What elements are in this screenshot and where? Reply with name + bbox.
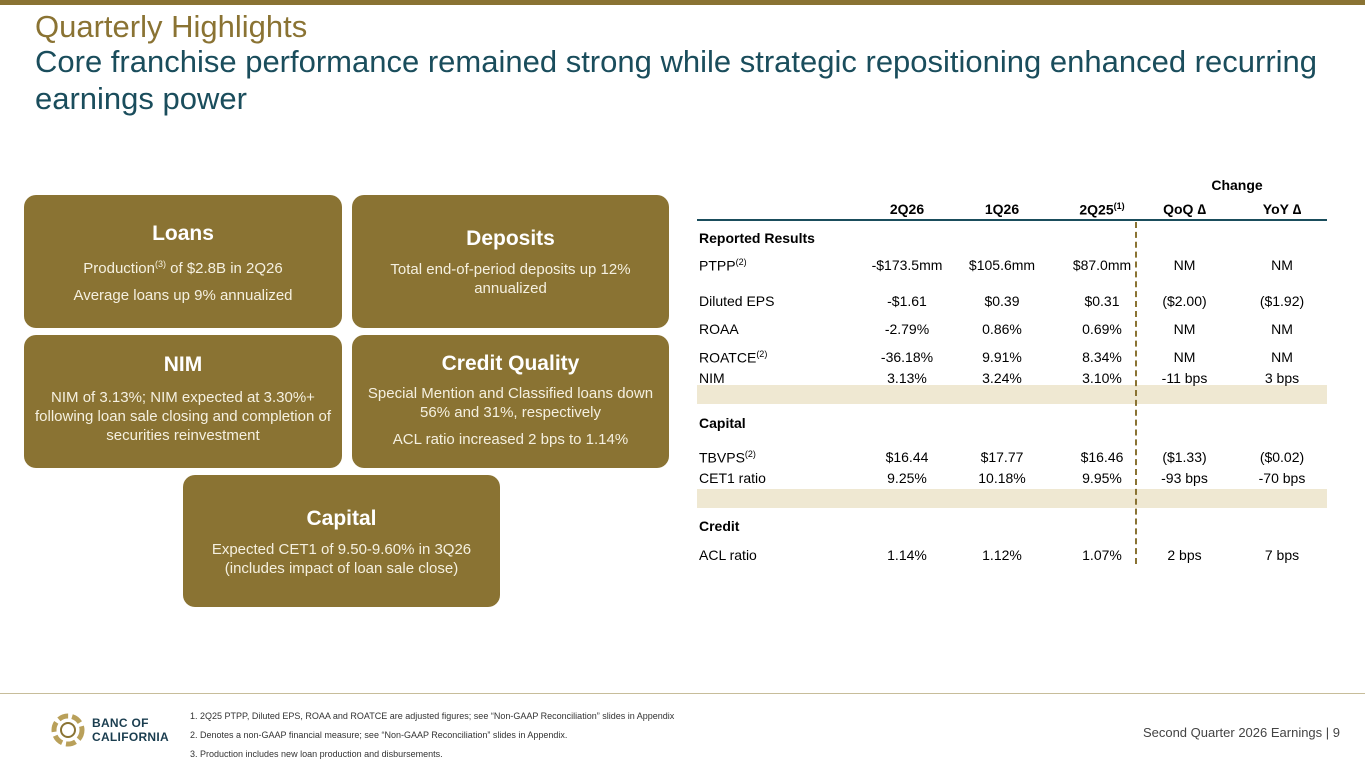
dashed-divider bbox=[1135, 222, 1137, 564]
nim-text: NIM of 3.13%; NIM expected at 3.30%+ fol… bbox=[34, 389, 331, 444]
footnote-3: 3. Production includes new loan producti… bbox=[190, 749, 443, 759]
shaded-spacer-row bbox=[697, 489, 1327, 508]
banc-of-california-logo-icon bbox=[51, 713, 85, 747]
table-cell: 3.24% bbox=[982, 370, 1022, 386]
table-cell: 3.10% bbox=[1082, 370, 1122, 386]
table-cell: $16.44 bbox=[885, 449, 929, 465]
loans-production-label: Production bbox=[83, 260, 155, 277]
section-reported-results: Reported Results bbox=[699, 230, 815, 246]
table-cell: -$1.61 bbox=[887, 293, 927, 309]
capital-heading: Capital bbox=[306, 507, 377, 530]
table-row-label: ACL ratio bbox=[699, 547, 757, 563]
logo-wordmark: BANC OF CALIFORNIA bbox=[92, 716, 169, 744]
table-cell: $17.77 bbox=[980, 449, 1024, 465]
deposits-text: Total end-of-period deposits up 12% annu… bbox=[390, 261, 631, 297]
table-row-label: PTPP(2) bbox=[699, 257, 747, 274]
table-cell: NM bbox=[1271, 321, 1293, 337]
loans-average-text: Average loans up 9% annualized bbox=[73, 287, 293, 304]
table-cell: 7 bps bbox=[1264, 547, 1300, 563]
top-accent-bar bbox=[0, 0, 1365, 5]
loans-heading: Loans bbox=[152, 222, 214, 245]
table-cell: ($0.02) bbox=[1259, 449, 1305, 465]
col-header-2q25: 2Q25(1) bbox=[1052, 201, 1152, 218]
credit-quality-card: Credit Quality Special Mention and Class… bbox=[352, 335, 669, 468]
table-cell: $0.31 bbox=[1084, 293, 1120, 309]
table-cell: 0.69% bbox=[1082, 321, 1122, 337]
page-subtitle: Core franchise performance remained stro… bbox=[35, 44, 1318, 116]
table-cell: 8.34% bbox=[1082, 349, 1122, 365]
logo-line-1: BANC OF bbox=[92, 716, 149, 730]
credit-quality-text: Special Mention and Classified loans dow… bbox=[367, 385, 654, 421]
footer-divider bbox=[0, 693, 1365, 694]
footnote-2: 2. Denotes a non-GAAP financial measure;… bbox=[190, 730, 568, 740]
table-cell: $87.0mm bbox=[1072, 257, 1132, 273]
table-cell: 1.14% bbox=[887, 547, 927, 563]
table-cell: NM bbox=[1173, 349, 1196, 365]
table-cell: 2 bps bbox=[1167, 547, 1202, 563]
table-cell: NM bbox=[1271, 257, 1293, 273]
logo-line-2: CALIFORNIA bbox=[92, 730, 169, 744]
table-cell: -2.79% bbox=[884, 321, 930, 337]
table-cell: 3.13% bbox=[887, 370, 927, 386]
acl-ratio-text: ACL ratio increased 2 bps to 1.14% bbox=[392, 431, 629, 448]
table-cell: ($2.00) bbox=[1162, 293, 1207, 309]
deposits-card: Deposits Total end-of-period deposits up… bbox=[352, 195, 669, 328]
table-cell: 9.25% bbox=[887, 470, 927, 486]
loans-production-text: Production(3) of $2.8B in 2Q26 bbox=[34, 255, 332, 278]
table-cell: -11 bps bbox=[1161, 370, 1208, 386]
table-row-label: ROATCE(2) bbox=[699, 349, 768, 366]
table-cell: 1.07% bbox=[1082, 547, 1122, 563]
table-row-label: Diluted EPS bbox=[699, 293, 775, 309]
table-cell: 1.12% bbox=[982, 547, 1022, 563]
table-row-label: ROAA bbox=[699, 321, 739, 337]
nim-card: NIM NIM of 3.13%; NIM expected at 3.30%+… bbox=[24, 335, 342, 468]
table-cell: $0.39 bbox=[984, 293, 1020, 309]
shaded-spacer-row bbox=[697, 385, 1327, 404]
table-row-label: TBVPS(2) bbox=[699, 449, 756, 466]
table-cell: -93 bps bbox=[1161, 470, 1208, 486]
table-cell: $105.6mm bbox=[968, 257, 1036, 273]
section-credit: Credit bbox=[699, 518, 740, 534]
change-header: Change bbox=[1211, 177, 1263, 193]
table-cell: ($1.33) bbox=[1162, 449, 1207, 465]
col-header-1q26: 1Q26 bbox=[984, 201, 1020, 217]
table-cell: 9.91% bbox=[982, 349, 1022, 365]
footnote-1: 1. 2Q25 PTPP, Diluted EPS, ROAA and ROAT… bbox=[190, 711, 675, 721]
table-cell: ($1.92) bbox=[1259, 293, 1305, 309]
deposits-heading: Deposits bbox=[466, 227, 555, 250]
loans-footnote-ref: (3) bbox=[154, 259, 166, 269]
loans-production-value: of $2.8B in 2Q26 bbox=[165, 260, 283, 277]
loans-card: Loans Production(3) of $2.8B in 2Q26 Ave… bbox=[24, 195, 342, 328]
table-cell: 9.95% bbox=[1082, 470, 1122, 486]
table-row-label: NIM bbox=[699, 370, 725, 386]
col-header-2q25-footnote: (1) bbox=[1113, 201, 1125, 211]
col-header-qoq: QoQ ∆ bbox=[1163, 201, 1206, 217]
table-cell: 0.86% bbox=[982, 321, 1022, 337]
table-row-label: CET1 ratio bbox=[699, 470, 766, 486]
table-cell: $16.46 bbox=[1080, 449, 1124, 465]
table-cell: NM bbox=[1173, 257, 1196, 273]
table-cell: -$173.5mm bbox=[871, 257, 943, 273]
page-title: Quarterly Highlights bbox=[35, 9, 308, 44]
col-header-2q25-label: 2Q25 bbox=[1079, 201, 1114, 218]
table-cell: -36.18% bbox=[880, 349, 934, 365]
table-cell: -70 bps bbox=[1258, 470, 1306, 486]
capital-text: Expected CET1 of 9.50-9.60% in 3Q26 (inc… bbox=[211, 541, 472, 577]
results-table: Change 2Q26 1Q26 2Q25(1) QoQ ∆ YoY ∆ Rep… bbox=[697, 170, 1327, 570]
credit-quality-heading: Credit Quality bbox=[441, 352, 580, 375]
nim-heading: NIM bbox=[163, 353, 203, 376]
table-cell: 10.18% bbox=[978, 470, 1026, 486]
section-capital: Capital bbox=[699, 415, 746, 431]
table-cell: 3 bps bbox=[1264, 370, 1300, 386]
col-header-yoy: YoY ∆ bbox=[1262, 201, 1302, 217]
footer-page-label: Second Quarter 2026 Earnings | 9 bbox=[1142, 725, 1340, 740]
table-cell: NM bbox=[1173, 321, 1196, 337]
table-cell: NM bbox=[1271, 349, 1293, 365]
col-header-2q26: 2Q26 bbox=[889, 201, 925, 217]
capital-card: Capital Expected CET1 of 9.50-9.60% in 3… bbox=[183, 475, 500, 607]
footnotes: 1. 2Q25 PTPP, Diluted EPS, ROAA and ROAT… bbox=[190, 707, 674, 764]
header-divider bbox=[697, 219, 1327, 221]
